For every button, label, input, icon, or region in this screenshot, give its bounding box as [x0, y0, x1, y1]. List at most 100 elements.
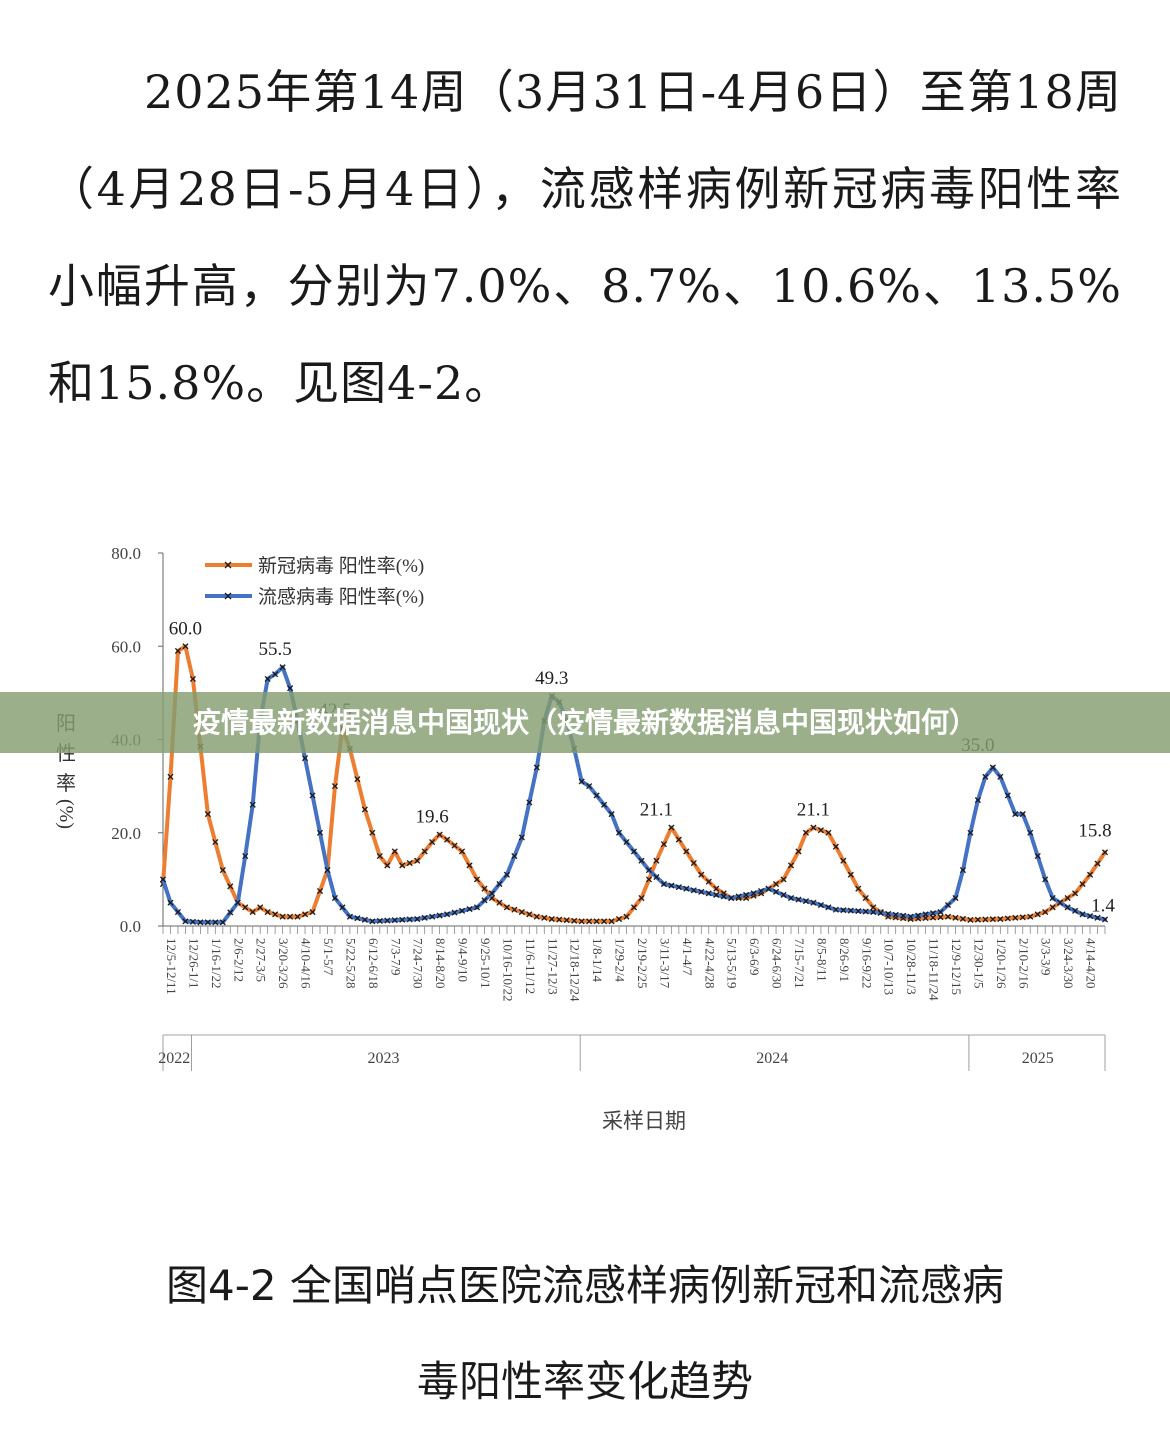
data-point-marker	[959, 866, 967, 874]
data-point-marker	[937, 914, 944, 921]
data-point-marker	[496, 899, 503, 906]
data-point-marker	[204, 919, 211, 926]
data-point-marker	[675, 836, 682, 843]
data-point-marker	[1064, 894, 1071, 902]
x-tick-label: 11/6-11/12	[523, 938, 538, 994]
data-point-marker	[316, 887, 324, 895]
data-point-marker	[1012, 811, 1019, 818]
peak-label: 15.8	[1078, 820, 1111, 841]
data-point-marker	[189, 675, 196, 682]
data-point-marker	[1049, 904, 1056, 911]
data-point-marker	[197, 919, 204, 926]
x-tick-label: 8/14-8/20	[433, 938, 448, 989]
data-point-marker	[1034, 911, 1041, 918]
data-point-marker	[421, 914, 428, 921]
x-tick-label: 4/22-4/28	[702, 938, 717, 989]
overlay-banner[interactable]: 疫情最新数据消息中国现状（疫情最新数据消息中国现状如何）	[0, 692, 1170, 753]
data-point-marker	[615, 915, 623, 923]
data-point-marker	[316, 829, 324, 836]
data-point-marker	[406, 916, 413, 923]
data-point-marker	[1034, 853, 1041, 860]
data-point-marker	[660, 841, 667, 848]
data-point-marker	[1012, 914, 1019, 921]
data-point-marker	[167, 773, 174, 780]
data-point-marker	[384, 862, 391, 869]
x-tick-label: 10/7-10/13	[882, 938, 897, 995]
peak-label: 55.5	[259, 639, 292, 660]
x-tick-label: 12/18-12/24	[568, 938, 583, 1002]
data-point-marker	[361, 916, 368, 923]
data-point-marker	[511, 853, 518, 860]
data-point-marker	[683, 848, 690, 855]
data-point-marker	[877, 909, 884, 917]
data-point-marker	[982, 916, 989, 923]
data-point-marker	[1064, 904, 1071, 911]
data-point-marker	[608, 811, 615, 818]
data-point-marker	[578, 918, 585, 925]
data-point-marker	[1101, 916, 1109, 923]
data-point-marker	[1027, 913, 1034, 920]
data-point-marker	[720, 893, 727, 900]
data-point-marker	[414, 857, 421, 864]
intro-paragraph: 2025年第14周（3月31日-4月6日）至第18周（4月28日-5月4日），流…	[48, 65, 1122, 410]
data-point-marker	[952, 894, 959, 902]
data-point-marker	[1042, 876, 1049, 883]
data-point-marker	[915, 912, 922, 919]
data-point-marker	[743, 891, 750, 898]
series-line-0	[161, 644, 1107, 924]
data-point-marker	[847, 871, 854, 878]
x-tick-labels: 12/5-12/11 12/26-1/1 1/16-1/22 2/6-2/12 2/27…	[164, 938, 1099, 1002]
peak-label: 60.0	[169, 618, 202, 639]
data-point-marker	[257, 904, 264, 911]
data-point-marker	[354, 915, 361, 922]
peak-label: 49.3	[535, 668, 568, 689]
data-point-marker	[802, 898, 810, 905]
data-point-marker	[212, 839, 219, 846]
data-point-marker	[817, 901, 824, 909]
y-tick-label: 60.0	[111, 637, 141, 656]
data-point-marker	[301, 911, 309, 918]
data-point-marker	[1042, 908, 1049, 916]
data-point-marker	[1019, 811, 1026, 818]
y-axis-title-char: (%)	[55, 799, 77, 829]
chart-axes	[158, 552, 1106, 1071]
data-point-marker	[473, 904, 481, 911]
data-point-marker	[638, 894, 645, 902]
year-label: 2023	[368, 1050, 400, 1067]
data-point-marker	[615, 829, 623, 836]
series-lines	[159, 643, 1109, 926]
data-point-marker	[219, 866, 226, 874]
data-point-marker	[548, 915, 555, 923]
data-point-marker	[989, 764, 996, 771]
data-point-marker	[174, 908, 182, 916]
data-point-marker	[444, 836, 451, 843]
x-tick-label: 3/11-3/17	[657, 938, 672, 989]
data-point-marker	[713, 891, 720, 898]
data-point-marker	[369, 918, 376, 925]
data-point-marker	[758, 887, 765, 895]
data-point-marker	[1086, 912, 1094, 920]
legend-marker	[224, 561, 232, 569]
data-point-marker	[1049, 894, 1056, 902]
data-point-marker	[862, 894, 869, 902]
data-point-marker	[668, 882, 675, 889]
x-tick-label: 12/30-1/5	[971, 938, 986, 989]
data-point-marker	[728, 894, 735, 902]
data-point-marker	[1004, 792, 1011, 799]
data-point-marker	[212, 919, 219, 926]
data-point-marker	[518, 834, 525, 841]
data-point-marker	[309, 792, 316, 799]
data-point-marker	[780, 891, 787, 898]
data-point-marker	[204, 811, 211, 818]
data-point-marker	[264, 908, 271, 916]
data-point-marker	[429, 913, 436, 920]
legend: 新冠病毒 阳性率(%) 流感病毒 阳性率(%)	[205, 555, 424, 608]
data-point-marker	[929, 914, 937, 921]
data-point-marker	[1057, 899, 1064, 906]
data-point-marker	[174, 647, 182, 654]
data-point-marker	[376, 917, 383, 925]
data-point-marker	[601, 918, 608, 925]
x-tick-label: 12/26-1/1	[186, 938, 201, 989]
x-tick-label: 8/26-9/1	[837, 938, 852, 982]
data-point-marker	[533, 764, 540, 771]
